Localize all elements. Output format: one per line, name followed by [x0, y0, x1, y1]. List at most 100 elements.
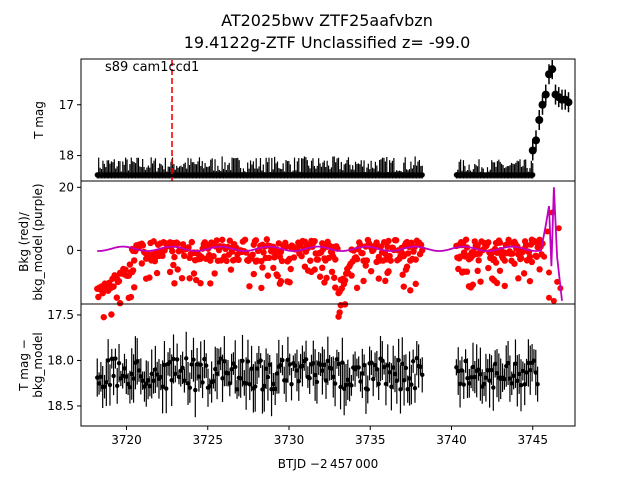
data-point: [245, 359, 251, 364]
data-point: [349, 383, 354, 388]
bkg-point: [336, 309, 343, 316]
data-point: [356, 365, 361, 370]
data-point: [381, 364, 387, 370]
bkg-point: [258, 258, 265, 265]
data-point: [182, 378, 187, 383]
data-point: [343, 382, 349, 388]
bkg-point: [250, 270, 257, 278]
bkg-point: [150, 238, 157, 245]
bkg-point: [367, 267, 375, 275]
data-point: [412, 386, 418, 391]
data-point: [409, 382, 414, 387]
bkg-point: [197, 279, 204, 287]
data-point: [124, 374, 129, 379]
data-point: [243, 381, 249, 386]
bkg-point: [387, 257, 394, 264]
data-point: [187, 385, 193, 390]
bkg-point: [188, 238, 196, 246]
data-point: [220, 376, 225, 381]
data-point: [147, 383, 153, 389]
bkg-point: [213, 237, 221, 244]
data-point: [96, 381, 102, 386]
data-point: [419, 172, 425, 178]
data-point: [193, 387, 198, 393]
bkg-point: [235, 256, 242, 264]
data-point: [418, 364, 423, 370]
y-tick-label: 17.5: [47, 308, 74, 322]
bkg-point: [108, 311, 115, 318]
data-point: [176, 374, 182, 380]
bkg-point: [110, 283, 117, 290]
data-point: [263, 366, 269, 371]
data-point: [360, 371, 365, 376]
data-point: [371, 376, 376, 382]
bkg-point: [259, 264, 266, 271]
data-point: [249, 366, 254, 371]
y-tick-label: 18.5: [47, 399, 74, 413]
bkg-point: [270, 264, 277, 272]
bkg-point: [505, 236, 512, 244]
data-point: [287, 362, 292, 367]
data-point: [522, 382, 527, 387]
bkg-point: [316, 273, 324, 280]
bkg-point: [159, 252, 166, 260]
data-point: [531, 358, 537, 363]
bkg-point: [265, 254, 273, 262]
data-point: [227, 381, 232, 386]
data-point: [341, 386, 347, 391]
data-point: [513, 361, 518, 366]
data-point: [247, 382, 252, 387]
bkg-point: [311, 237, 318, 245]
data-point: [171, 356, 176, 362]
data-point: [296, 378, 301, 384]
data-point: [461, 382, 466, 387]
data-point: [300, 363, 305, 369]
bkg-point: [179, 241, 187, 248]
bkg-point: [274, 272, 281, 280]
bkg-point: [392, 237, 400, 244]
data-point: [278, 363, 283, 368]
bkg-point: [307, 257, 314, 264]
data-point: [489, 367, 494, 373]
data-point: [483, 375, 489, 380]
data-point: [361, 362, 367, 368]
data-point: [280, 357, 285, 363]
data-point: [267, 362, 272, 367]
bkg-point: [477, 278, 484, 285]
y-tick-label: 20: [59, 180, 74, 194]
data-point: [456, 368, 461, 374]
data-point: [372, 362, 378, 368]
data-point: [392, 371, 398, 377]
data-point: [548, 65, 557, 74]
bkg-point: [522, 242, 530, 249]
data-point: [149, 371, 154, 377]
data-point: [472, 374, 478, 380]
data-point: [116, 360, 122, 366]
data-point: [564, 98, 573, 107]
data-point: [214, 371, 220, 376]
data-point: [289, 381, 294, 387]
bkg-point: [520, 270, 528, 277]
bkg-point: [314, 256, 322, 263]
data-point: [530, 172, 536, 178]
bkg-point: [375, 275, 382, 282]
data-point: [303, 357, 309, 362]
bkg-point: [249, 251, 256, 258]
middle-ylabel-line2: bkg_model (purple): [31, 183, 45, 300]
bkg-point: [377, 243, 385, 250]
data-point: [400, 361, 405, 366]
data-point: [107, 382, 113, 388]
bkg-point: [227, 266, 235, 273]
data-point: [457, 381, 463, 387]
bkg-point: [536, 266, 543, 273]
bkg-point: [139, 242, 147, 249]
bkg-point: [263, 236, 271, 243]
bkg-point: [260, 249, 267, 256]
bkg-point: [462, 236, 470, 243]
data-point: [401, 378, 407, 383]
data-point: [487, 378, 492, 383]
data-point: [213, 366, 218, 372]
